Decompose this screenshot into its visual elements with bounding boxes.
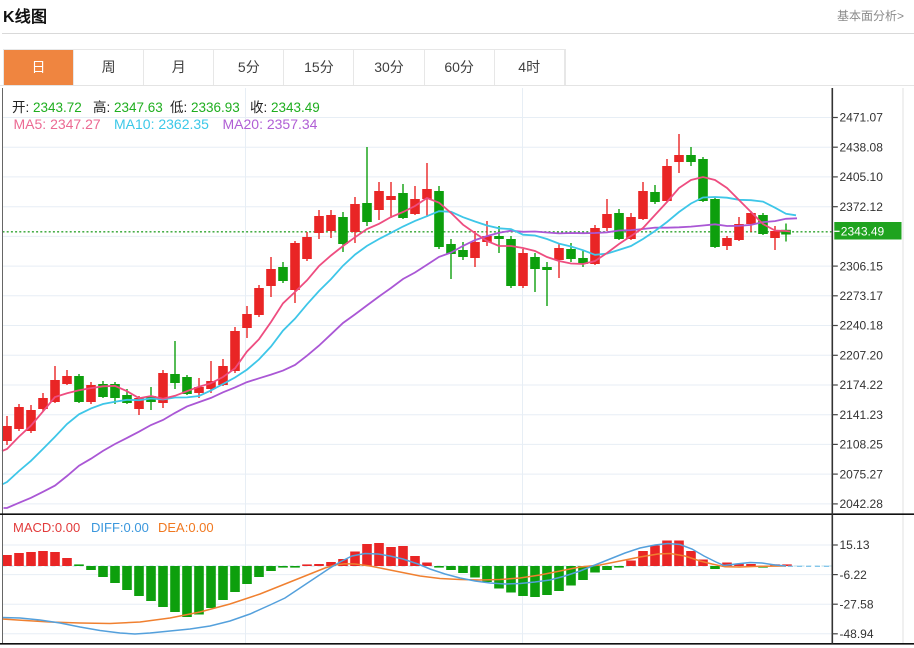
svg-text:2405.10: 2405.10 bbox=[840, 170, 884, 184]
svg-text:-48.94: -48.94 bbox=[840, 627, 874, 641]
svg-text:2343.49: 2343.49 bbox=[841, 225, 885, 239]
svg-text:2471.07: 2471.07 bbox=[840, 111, 884, 125]
svg-text:2273.17: 2273.17 bbox=[840, 289, 884, 303]
svg-text:-6.22: -6.22 bbox=[840, 568, 868, 582]
svg-text:2042.28: 2042.28 bbox=[840, 497, 884, 511]
svg-text:2141.23: 2141.23 bbox=[840, 408, 884, 422]
svg-text:2438.08: 2438.08 bbox=[840, 140, 884, 154]
svg-text:2207.20: 2207.20 bbox=[840, 349, 884, 363]
svg-text:15.13: 15.13 bbox=[840, 538, 870, 552]
svg-text:2240.18: 2240.18 bbox=[840, 319, 884, 333]
svg-text:2306.15: 2306.15 bbox=[840, 259, 884, 273]
svg-text:2174.22: 2174.22 bbox=[840, 378, 884, 392]
svg-text:2372.12: 2372.12 bbox=[840, 200, 884, 214]
svg-text:-27.58: -27.58 bbox=[840, 597, 874, 611]
svg-text:2075.27: 2075.27 bbox=[840, 467, 884, 481]
svg-text:2108.25: 2108.25 bbox=[840, 438, 884, 452]
